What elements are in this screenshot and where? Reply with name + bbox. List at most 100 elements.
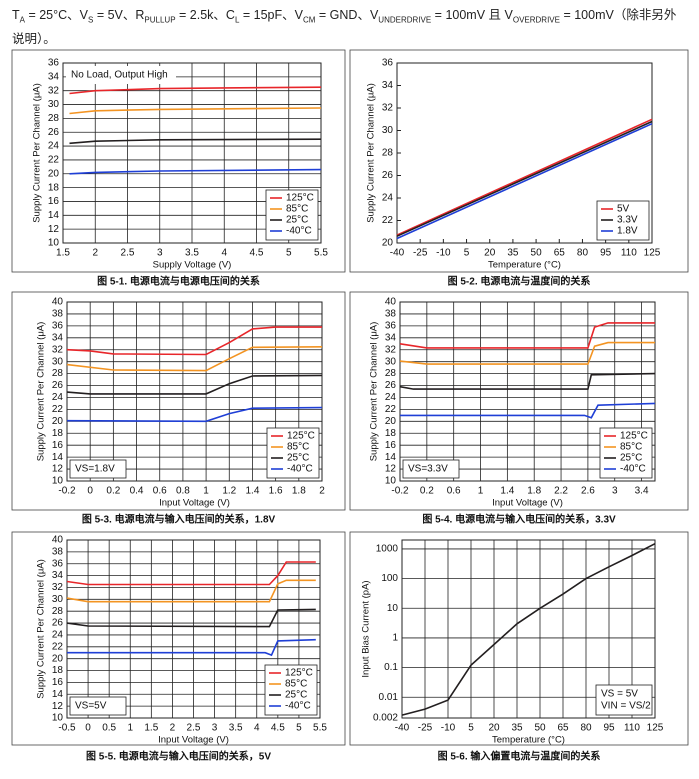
x-tick-label: 1.2 xyxy=(222,486,236,497)
x-tick-label: 20 xyxy=(488,723,500,734)
series-line xyxy=(396,118,653,236)
y-tick-label: 32 xyxy=(52,582,64,593)
y-tick-label: 0.01 xyxy=(379,692,399,703)
condition-text: = 2.5k、C xyxy=(175,8,235,22)
y-tick-label: 34 xyxy=(382,80,394,91)
x-tick-label: 125 xyxy=(647,723,664,734)
y-tick-label: 30 xyxy=(52,356,64,367)
y-tick-label: 18 xyxy=(52,665,64,676)
y-axis-label: Supply Current Per Channel (μA) xyxy=(32,83,43,223)
x-tick-label: -0.5 xyxy=(58,723,76,734)
legend-label: 125°C xyxy=(285,668,313,679)
series-line xyxy=(66,561,316,586)
x-tick-label: 95 xyxy=(603,723,615,734)
panel-border xyxy=(349,291,689,511)
y-tick-label: 32 xyxy=(48,85,60,96)
x-tick-label: 0.2 xyxy=(420,486,434,497)
annotation-box xyxy=(595,684,653,716)
y-tick-label: 22 xyxy=(385,404,397,415)
x-tick-label: 1 xyxy=(127,723,133,734)
subscript: UNDERDRIVE xyxy=(378,15,432,25)
y-tick-label: 34 xyxy=(52,332,64,343)
x-tick-label: 65 xyxy=(554,248,566,259)
series-line xyxy=(69,168,322,175)
y-tick-label: 28 xyxy=(385,368,397,379)
y-tick-label: 16 xyxy=(52,677,64,688)
y-tick-label: 10 xyxy=(385,476,397,487)
y-tick-label: 28 xyxy=(52,606,64,617)
series-line xyxy=(399,341,655,365)
figure-caption: 图 5-5. 电源电流与输入电压间的关系，5V xyxy=(86,750,271,763)
x-tick-label: 110 xyxy=(624,723,640,734)
x-tick-label: 1.5 xyxy=(56,248,70,259)
x-tick-label: 2.6 xyxy=(581,486,595,497)
x-tick-label: 5 xyxy=(296,723,302,734)
y-tick-label: 12 xyxy=(52,701,64,712)
y-tick-label: 22 xyxy=(382,215,394,226)
y-axis-label: Input Bias Current (pA) xyxy=(361,580,372,677)
x-tick-label: 125 xyxy=(644,248,661,259)
x-tick-label: 110 xyxy=(621,248,637,259)
x-tick-label: 3 xyxy=(157,248,163,259)
y-tick-label: 26 xyxy=(382,170,394,181)
legend-label: 85°C xyxy=(287,442,309,453)
legend-label: 25°C xyxy=(287,453,309,464)
panel-border xyxy=(11,49,346,273)
y-tick-label: 20 xyxy=(48,168,60,179)
subscript: S xyxy=(88,15,94,25)
x-axis-label: Temperature (°C) xyxy=(492,735,565,746)
x-tick-label: 0 xyxy=(85,723,91,734)
y-tick-label: 0.1 xyxy=(384,662,398,673)
legend-label: 85°C xyxy=(285,679,307,690)
x-tick-label: 0.8 xyxy=(176,486,190,497)
y-tick-label: 10 xyxy=(52,713,64,724)
series-line xyxy=(396,122,653,240)
x-tick-label: -10 xyxy=(441,723,456,734)
x-tick-label: -0.2 xyxy=(391,486,409,497)
series-line xyxy=(66,346,323,372)
y-tick-label: 32 xyxy=(385,344,397,355)
x-tick-label: 50 xyxy=(534,723,546,734)
y-tick-label: 30 xyxy=(52,594,64,605)
legend-label: -40°C xyxy=(620,464,646,475)
annotation: No Load, Output High xyxy=(71,70,168,81)
annotation-box xyxy=(69,696,127,716)
conditions: TA = 25°C、VS = 5V、RPULLUP = 2.5k、CL = 15… xyxy=(12,6,687,48)
x-tick-label: 2.5 xyxy=(121,248,135,259)
y-tick-label: 24 xyxy=(52,392,64,403)
figure-caption: 图 5-2. 电源电流与温度间的关系 xyxy=(448,275,591,288)
annotation: VS=1.8V xyxy=(75,464,115,475)
x-tick-label: 5 xyxy=(468,723,474,734)
y-axis-label: Supply Current Per Channel (μA) xyxy=(369,322,380,462)
y-tick-label: 20 xyxy=(385,416,397,427)
x-tick-label: 35 xyxy=(511,723,523,734)
y-tick-label: 16 xyxy=(385,440,397,451)
x-tick-label: 0.6 xyxy=(447,486,461,497)
y-tick-label: 32 xyxy=(52,344,64,355)
x-tick-label: 2 xyxy=(92,248,98,259)
annotation-box xyxy=(69,459,127,479)
legend-label: 25°C xyxy=(620,453,642,464)
series-line xyxy=(400,402,656,419)
figure-caption: 图 5-6. 输入偏置电流与温度间的关系 xyxy=(438,750,601,763)
x-tick-label: 5 xyxy=(286,248,292,259)
x-tick-label: 1.5 xyxy=(144,723,158,734)
condition-text: = 100mV（除非另外说明）。 xyxy=(12,8,677,46)
series-line xyxy=(66,374,323,395)
figure-caption: 图 5-4. 电源电流与输入电压间的关系，3.3V xyxy=(422,513,616,526)
x-axis-label: Input Voltage (V) xyxy=(159,498,230,509)
legend-label: 125°C xyxy=(620,431,648,442)
x-tick-label: 0.4 xyxy=(130,486,144,497)
y-tick-label: 20 xyxy=(52,416,64,427)
legend-label: 3.3V xyxy=(617,215,638,226)
y-tick-label: 14 xyxy=(52,452,64,463)
x-tick-label: 3 xyxy=(212,723,218,734)
y-tick-label: 18 xyxy=(48,182,60,193)
annotation: VS = 5V xyxy=(601,689,638,700)
y-tick-label: 12 xyxy=(48,224,60,235)
x-tick-label: 95 xyxy=(600,248,612,259)
legend-label: 25°C xyxy=(285,690,307,701)
subscript: OVERDRIVE xyxy=(512,15,560,25)
y-tick-label: 24 xyxy=(52,630,64,641)
y-tick-label: 26 xyxy=(52,380,64,391)
